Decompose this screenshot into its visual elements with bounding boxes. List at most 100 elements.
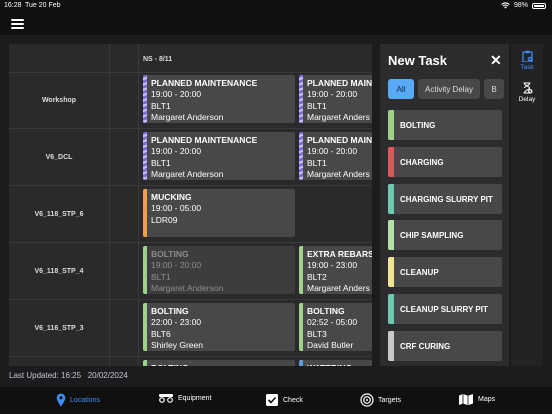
task-type-item[interactable]: CLEANUP SLURRY PIT [388, 294, 502, 324]
task-card[interactable]: BOLTING 19:00 - 20:00 BLT1 Margaret Anderso… [143, 246, 295, 294]
card-title: BOLTING [151, 249, 189, 259]
card-person: Margaret Anderson [151, 112, 224, 122]
task-card[interactable]: EXTRA REBARS 19:00 - 23:00 BLT2 Margaret An… [299, 246, 372, 294]
status-bar: 16:28 Tue 20 Feb 98% [0, 0, 552, 13]
menu-icon[interactable] [11, 17, 24, 30]
task-card[interactable]: MUCKING 19:00 - 05:00 LDR09 [143, 189, 295, 237]
filter-chip[interactable]: All [388, 79, 414, 99]
main-area: NS - 8/11 Workshop PLANNED MAINTENANCE 19:… [0, 35, 552, 387]
schedule-row: V6_118_STP_4 BOLTING 19:00 - 20:00 BLT1 Marg… [9, 243, 372, 300]
card-title: PLANNED MAINTENANCE [151, 135, 258, 145]
row-label: V6_118_STP_6 [9, 186, 110, 242]
row-label: V6_DCL [9, 129, 110, 185]
task-type-item[interactable]: CHARGING [388, 146, 502, 177]
card-time: 19:00 - 20:00 [151, 260, 202, 270]
card-color-bar [143, 189, 147, 237]
card-color-bar [299, 75, 303, 123]
task-type-item[interactable]: CHIP SAMPLING [388, 220, 502, 251]
task-color-bar [388, 183, 394, 214]
task-type-label: CLEANUP [400, 268, 439, 278]
card-location: BLT3 [307, 328, 327, 339]
wifi-icon [501, 2, 510, 9]
filter-chip[interactable]: B [484, 79, 504, 99]
schedule-row: V6_116_STP_3 BOLTING 22:00 - 23:00 BLT6 Shir… [9, 300, 372, 357]
schedule-header: NS - 8/11 [9, 44, 372, 73]
card-time: 19:00 - 20:00 [151, 146, 202, 156]
nav-targets[interactable]: Targets [360, 393, 401, 407]
nav-locations[interactable]: Locations [56, 393, 100, 407]
task-color-bar [388, 257, 394, 288]
nav-check[interactable]: Check [265, 393, 303, 407]
nav-targets-label: Targets [378, 396, 401, 404]
target-icon [360, 393, 374, 407]
map-icon [459, 394, 473, 406]
row-gap-cell [109, 243, 139, 299]
battery-icon [532, 2, 546, 9]
last-updated: Last Updated: 16:25 20/02/2024 [9, 371, 128, 380]
row-gap-cell [109, 300, 139, 356]
last-updated-date: 20/02/2024 [87, 371, 128, 380]
schedule-row: V6_DCL PLANNED MAINTENANCE 19:00 - 20:00 BL… [9, 129, 372, 186]
card-color-bar [299, 246, 303, 294]
battery-percentage: 98% [513, 2, 528, 9]
card-title: PLANNED MAIN [307, 78, 372, 88]
task-card[interactable]: PLANNED MAIN 19:00 - 20:00 BLT1 Margaret An… [299, 75, 372, 123]
status-date: Tue 20 Feb [25, 2, 61, 9]
card-person: Margaret Anders [307, 283, 370, 293]
card-time: 19:00 - 20:00 [151, 89, 202, 99]
card-time: 19:00 - 23:00 [307, 260, 358, 270]
card-person: Margaret Anders [307, 169, 370, 179]
card-time: 19:00 - 20:00 [307, 89, 358, 99]
task-color-bar [388, 110, 394, 140]
filter-chip[interactable]: Activity Delay [418, 79, 480, 99]
card-location: BLT6 [151, 328, 171, 339]
card-color-bar [299, 132, 303, 180]
task-type-item[interactable]: CHARGING SLURRY PIT [388, 183, 502, 214]
task-type-label: CHARGING [400, 157, 444, 167]
shift-header: NS - 8/11 [143, 56, 173, 63]
task-color-bar [388, 330, 394, 361]
hourglass-icon [523, 82, 532, 94]
bottom-navigation: Locations Equipment Check Targets Maps [0, 387, 552, 414]
new-task-panel: New Task ✕ All Activity Delay B BOLTING CHA… [380, 44, 509, 366]
nav-equipment-label: Equipment [178, 394, 212, 402]
task-card[interactable]: PLANNED MAINTENANCE 19:00 - 20:00 BLT1 Marg… [143, 75, 295, 123]
task-card[interactable]: BOLTING [143, 360, 295, 366]
tab-task[interactable]: Task [511, 50, 543, 71]
card-location: LDR09 [151, 214, 178, 225]
tab-delay[interactable]: Delay [511, 82, 543, 103]
tab-delay-label: Delay [518, 96, 536, 103]
task-type-item[interactable]: CLEANUP [388, 257, 502, 288]
card-color-bar [143, 246, 147, 294]
clipboard-icon [521, 50, 533, 63]
header-corner-cell [9, 44, 110, 72]
task-type-label: CHARGING SLURRY PIT [400, 194, 493, 204]
task-card[interactable]: WATERING [299, 360, 372, 366]
task-type-label: CLEANUP SLURRY PIT [400, 305, 488, 314]
task-card[interactable]: BOLTING 22:00 - 23:00 BLT6 Shirley Green [143, 303, 295, 351]
task-card[interactable]: PLANNED MAIN 19:00 - 20:00 BLT1 Margaret An… [299, 132, 372, 180]
row-gap-cell [109, 72, 139, 128]
card-person: Margaret Anderson [151, 283, 224, 293]
task-card[interactable]: PLANNED MAINTENANCE 19:00 - 20:00 BLT1 Marg… [143, 132, 295, 180]
task-filter-chips: All Activity Delay B [388, 79, 509, 99]
card-location: BLT1 [151, 100, 171, 111]
card-person: Shirley Green [151, 340, 203, 350]
task-type-label: BOLTING [400, 121, 436, 130]
nav-locations-label: Locations [70, 396, 100, 404]
task-card[interactable]: BOLTING 02:52 - 05:00 BLT3 David Butler [299, 303, 372, 351]
nav-equipment[interactable]: Equipment [158, 393, 211, 403]
row-label: V6_116_STP_3 [9, 300, 110, 356]
card-location: BLT1 [151, 157, 171, 168]
task-color-bar [388, 146, 394, 177]
nav-maps[interactable]: Maps [458, 393, 495, 406]
close-icon[interactable]: ✕ [490, 52, 502, 68]
schedule-row: V6_118_STP_6 MUCKING 19:00 - 05:00 LDR09 [9, 186, 372, 243]
task-type-item[interactable]: CRF CURING [388, 330, 502, 361]
top-bar [0, 13, 552, 35]
task-color-bar [388, 220, 394, 251]
card-title: PLANNED MAIN [307, 135, 372, 145]
card-location: BLT1 [307, 100, 327, 111]
nav-check-label: Check [283, 396, 303, 404]
task-type-item[interactable]: BOLTING [388, 110, 502, 140]
